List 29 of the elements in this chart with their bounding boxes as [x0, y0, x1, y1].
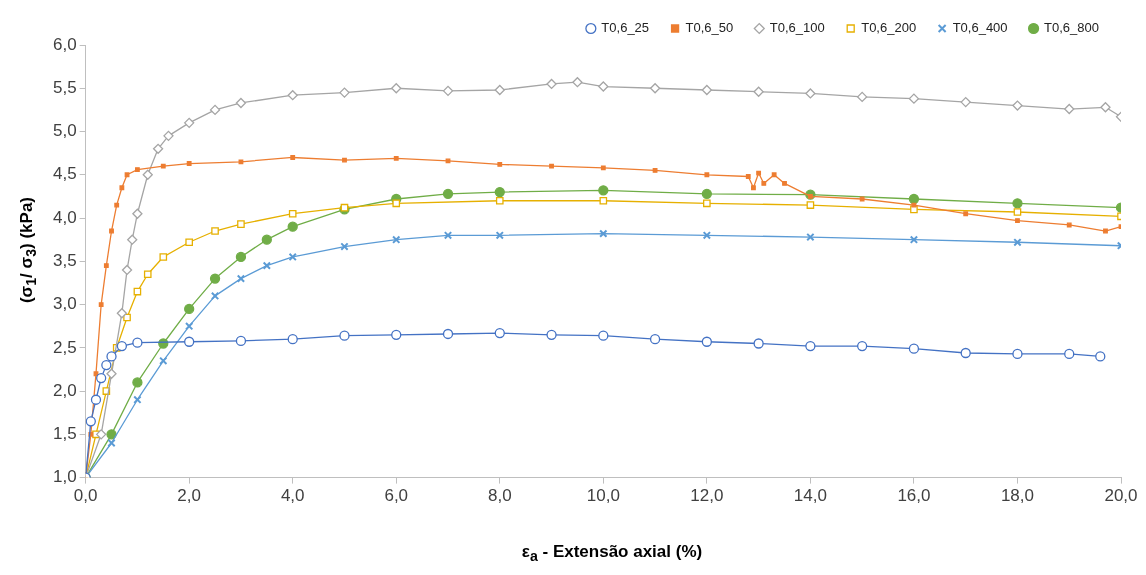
y-tick-label: 5,0	[52, 121, 77, 141]
legend-label: T0,6_200	[861, 20, 917, 36]
x-tick-label: 8,0	[487, 486, 512, 506]
x-axis-title: ε$_{a}$ - Extensão axial (%)	[521, 542, 703, 565]
legend-label: T0,6_800	[1044, 20, 1099, 36]
y-tick-label: 3,0	[52, 294, 77, 314]
x-tick-label: 16,0	[897, 486, 931, 506]
y-tick-label: 2,5	[52, 337, 77, 357]
y-tick-label: 2,0	[52, 380, 77, 400]
y-tick-label: 4,0	[52, 207, 77, 227]
y-tick-label: 3,5	[52, 250, 77, 270]
x-tick-label: 18,0	[1000, 486, 1035, 506]
x-tick-label: 12,0	[690, 486, 724, 506]
y-tick-label: 1,5	[52, 424, 77, 444]
legend-label: T0,6_50	[685, 20, 734, 36]
x-tick-label: 10,0	[586, 486, 620, 506]
x-tick-label: 14,0	[793, 486, 827, 506]
x-tick-label: 20,0	[1104, 486, 1138, 506]
y-tick-label: 6,0	[52, 34, 77, 54]
legend-label: T0,6_400	[952, 20, 1008, 36]
x-tick-label: 4,0	[280, 486, 305, 506]
x-tick-label: 2,0	[177, 486, 201, 506]
legend-label: T0,6_25	[601, 20, 650, 36]
y-tick-label: 4,5	[52, 164, 77, 184]
x-tick-label: 0,0	[73, 486, 98, 506]
y-tick-label: 1,0	[52, 467, 77, 487]
legend-label: T0,6_100	[769, 20, 825, 36]
y-tick-label: 5,5	[52, 77, 77, 97]
x-tick-label: 6,0	[384, 486, 409, 506]
